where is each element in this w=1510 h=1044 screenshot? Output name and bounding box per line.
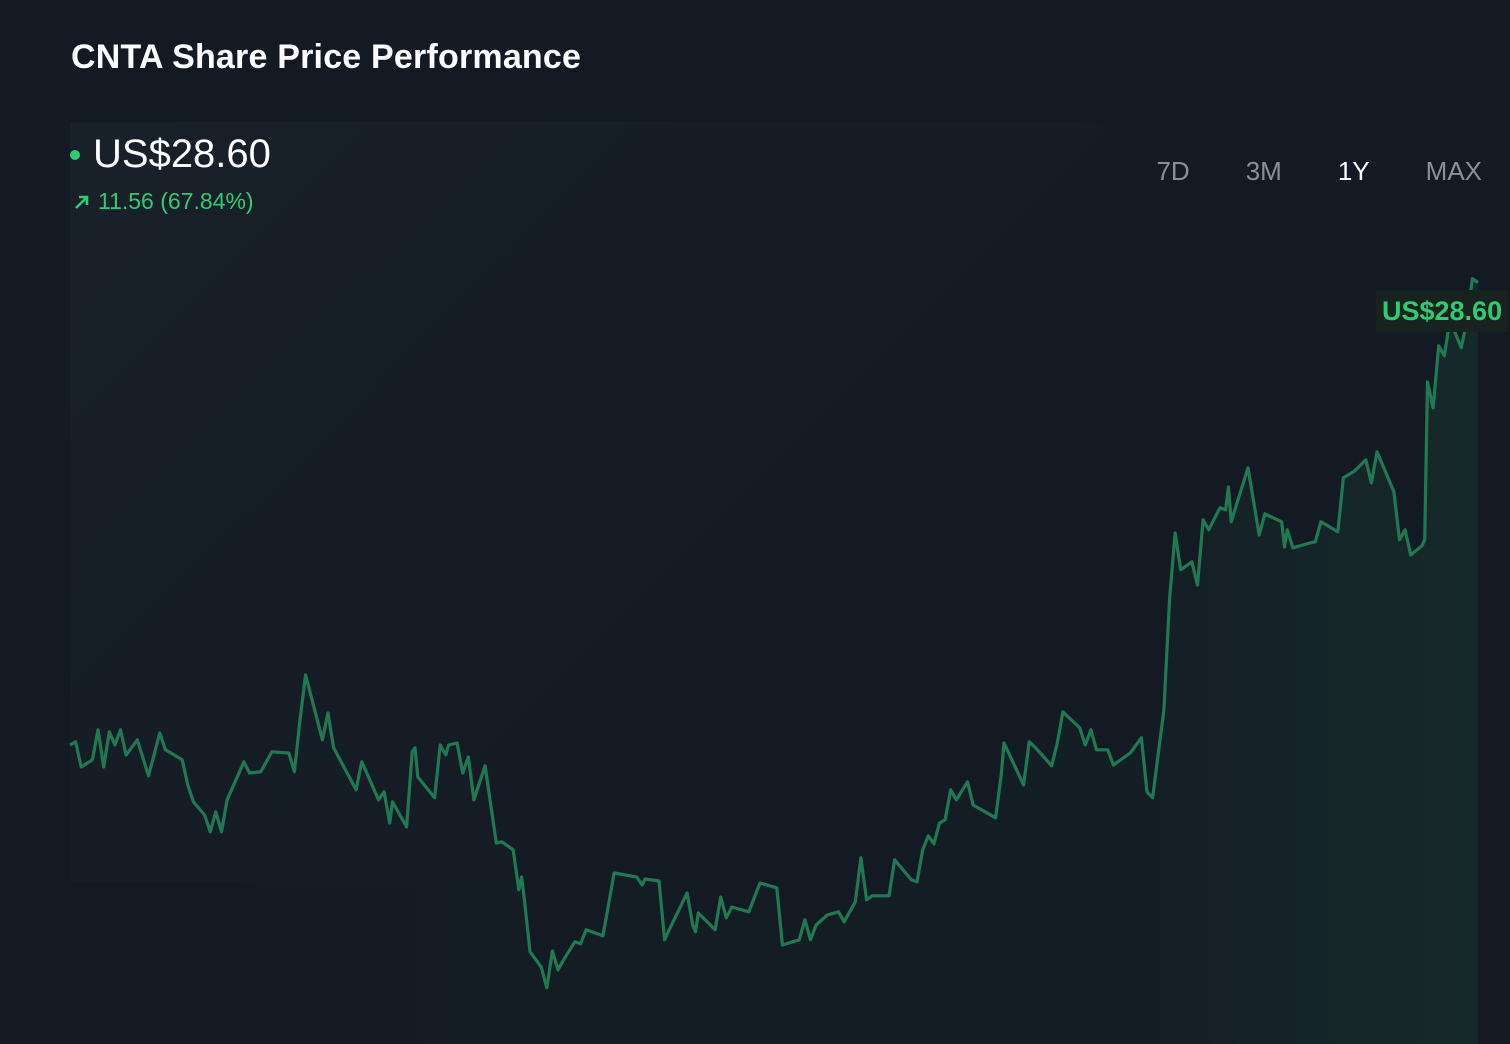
end-price-label: US$28.60 (1376, 290, 1509, 332)
tab-7d[interactable]: 7D (1156, 156, 1190, 186)
price-change: 11.56 (67.84%) (72, 188, 254, 215)
price-area-fill (70, 278, 1478, 1044)
price-line (69, 277, 1479, 990)
tab-max[interactable]: MAX (1425, 156, 1482, 186)
current-price: US$28.60 (70, 132, 271, 177)
chart-title: CNTA Share Price Performance (71, 38, 582, 76)
current-price-value: US$28.60 (93, 132, 271, 176)
price-change-value: 11.56 (67.84%) (98, 188, 254, 214)
tab-1y[interactable]: 1Y (1337, 156, 1370, 186)
live-dot-icon (70, 149, 80, 160)
tab-3m[interactable]: 3M (1245, 156, 1282, 186)
arrow-up-right-icon (75, 195, 89, 209)
range-tabs: 7D 3M 1Y MAX (1100, 156, 1482, 187)
